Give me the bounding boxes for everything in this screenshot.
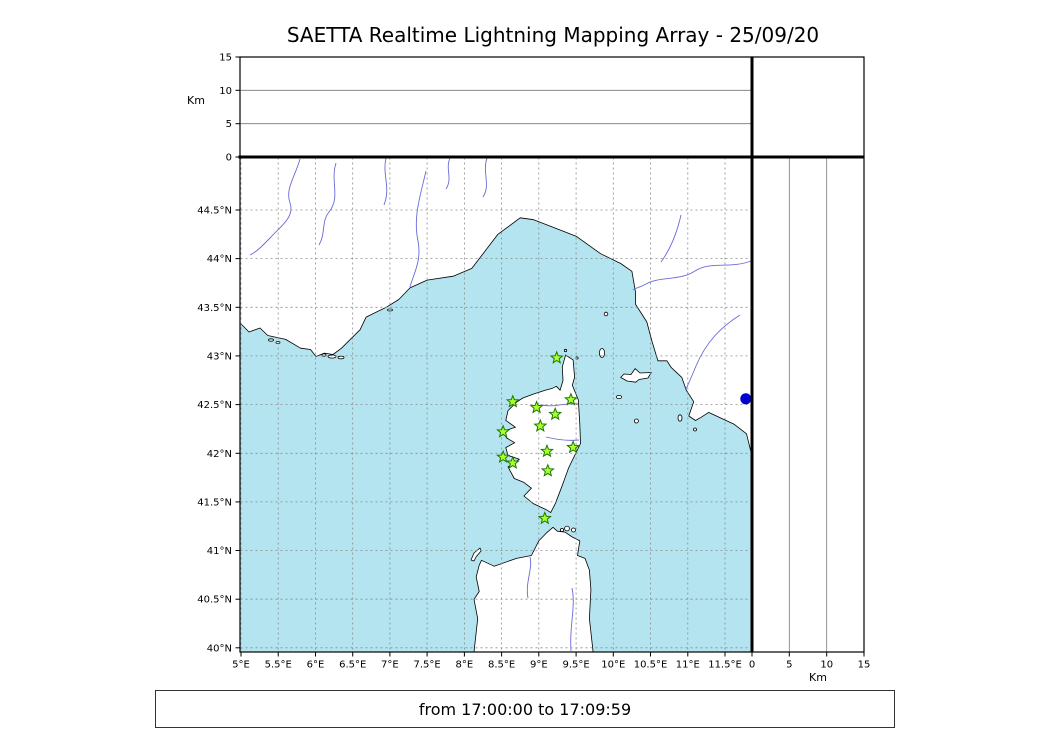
station-marker	[496, 424, 511, 438]
lon-tick-label: 11°E	[676, 660, 700, 671]
station-marker	[496, 449, 511, 464]
river	[249, 158, 301, 256]
river	[482, 157, 488, 198]
lon-tick-label: 9.5°E	[562, 660, 589, 671]
station-marker	[505, 455, 520, 469]
station-marker	[539, 443, 555, 458]
lon-tick-label: 8°E	[456, 660, 474, 671]
page-title: SAETTA Realtime Lightning Mapping Array …	[287, 23, 819, 47]
altitude-time-panel-border	[239, 56, 753, 158]
lat-tick-label: 44.5°N	[197, 206, 232, 217]
station-marker	[563, 392, 578, 406]
axis-ticks	[235, 56, 865, 657]
station-marker	[533, 418, 548, 432]
lat-tick-label: 43.5°N	[197, 303, 232, 314]
river	[685, 314, 741, 390]
altitude-tick-label: 10	[219, 86, 232, 97]
altitude-tick-label: 5	[786, 660, 792, 671]
land-elba	[620, 368, 652, 383]
station-marker	[537, 511, 552, 525]
river	[526, 556, 532, 599]
land-maddalena-3	[559, 527, 564, 532]
altitude-tick-label: 0	[226, 153, 232, 164]
lon-tick-label: 7.5°E	[413, 660, 440, 671]
lon-tick-label: 6.5°E	[339, 660, 366, 671]
lon-tick-label: 10.5°E	[634, 660, 668, 671]
altitude-tick-label: 15	[858, 660, 871, 671]
river	[409, 170, 427, 288]
station-markers	[496, 350, 581, 525]
river	[570, 587, 574, 652]
event-marker	[740, 393, 752, 405]
lat-tick-label: 44°N	[207, 254, 232, 265]
river	[318, 162, 337, 246]
station-marker	[549, 350, 564, 364]
land-riou-islet	[268, 338, 274, 342]
land-mainland-europe	[240, 157, 752, 457]
river	[445, 157, 451, 190]
altitude-tick-label: 15	[219, 53, 232, 64]
land-maddalena-2	[571, 527, 576, 533]
status-text: from 17:00:00 to 17:09:59	[418, 699, 632, 719]
station-marker	[505, 394, 520, 408]
river	[541, 403, 579, 407]
altitude-axis-label-right: Km	[809, 671, 827, 684]
altitude-axis-label-left: Km	[187, 94, 205, 107]
land-port-cros	[337, 355, 345, 360]
event-markers	[740, 393, 752, 405]
lon-tick-label: 8.5°E	[488, 660, 515, 671]
lat-tick-label: 43°N	[207, 351, 232, 362]
altitude-tick-label: 5	[226, 119, 232, 130]
altitude-tick-label: 0	[749, 660, 755, 671]
altitude-lat-panel-border	[751, 156, 865, 653]
land-montecristo	[633, 418, 639, 424]
lon-tick-label: 5°E	[232, 660, 250, 671]
panel-borders	[238, 56, 865, 653]
status-bar: from 17:00:00 to 17:09:59	[155, 690, 895, 728]
station-marker	[529, 400, 544, 414]
station-marker	[540, 463, 555, 477]
map-panel	[240, 157, 752, 652]
altitude-tick-label: 10	[820, 660, 833, 671]
land-asinara	[470, 547, 482, 562]
lat-tick-label: 40.5°N	[197, 595, 232, 606]
land-porquerolles	[327, 354, 337, 359]
lon-tick-label: 11.5°E	[708, 660, 742, 671]
land-giraglia	[563, 348, 568, 353]
station-marker	[548, 406, 563, 421]
lon-tick-label: 7°E	[381, 660, 399, 671]
histogram-panel-border	[751, 56, 865, 158]
lon-tick-label: 10°E	[601, 660, 625, 671]
river	[545, 436, 580, 441]
lat-tick-label: 42.5°N	[197, 400, 232, 411]
panel-gridlines	[240, 89, 828, 652]
land-maddalena-1	[564, 525, 570, 532]
land-giannutri	[693, 427, 697, 432]
land-giens-islet	[321, 353, 327, 357]
station-marker	[566, 440, 581, 454]
lat-tick-label: 41°N	[207, 546, 232, 557]
lat-tick-label: 42°N	[207, 449, 232, 460]
land-giglio	[677, 414, 683, 422]
lon-tick-label: 5.5°E	[265, 660, 292, 671]
map-grid	[240, 157, 752, 652]
lon-tick-label: 9°E	[530, 660, 548, 671]
axis-labels: 5°E 5.5°E 6°E 6.5°E 7°E 7.5°E 8°E 8.5°E 9°E 9.5°E…	[197, 53, 870, 671]
lat-tick-label: 40°N	[207, 643, 232, 654]
river	[383, 157, 388, 206]
river	[660, 214, 682, 263]
land-sardinia	[473, 526, 594, 652]
land-pianosa	[615, 394, 622, 399]
lon-tick-label: 6°E	[307, 660, 325, 671]
rivers	[249, 157, 752, 652]
land-gorgona	[603, 311, 609, 317]
land-capraia	[598, 348, 605, 358]
landmasses	[240, 157, 752, 652]
river	[632, 260, 752, 291]
lat-tick-label: 41.5°N	[197, 497, 232, 508]
